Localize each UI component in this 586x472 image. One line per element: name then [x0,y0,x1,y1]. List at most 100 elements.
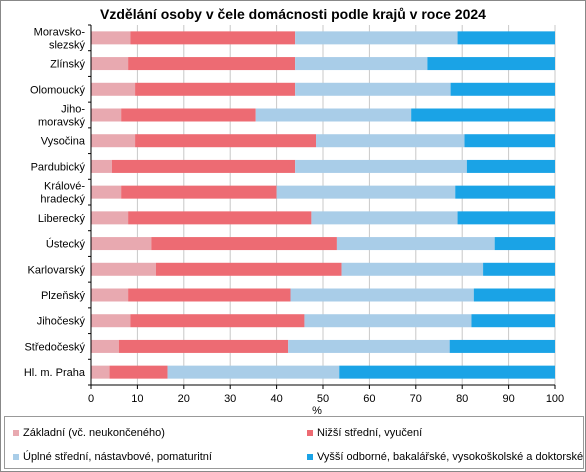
bar-segment [128,211,312,225]
bar-segment [155,262,342,276]
bar-segment [295,82,451,96]
category-label: Jiho-moravský [38,104,86,129]
bar-segment [128,57,296,71]
bar-segment [91,82,136,96]
bar-segment [91,211,129,225]
bar-segment [464,134,555,148]
bar-segment [457,211,555,225]
category-label: Olomoucký [30,84,86,96]
bar-segment [130,31,296,45]
bar-segment [450,82,555,96]
category-label: Jihočeský [37,316,86,328]
category-label: Plzeňský [41,290,86,302]
category-label-line: Středočeský [24,341,85,353]
bar-segment [483,262,555,276]
bar-segment [295,57,428,71]
bar-segment [91,108,122,122]
legend-label: Vyšší odborné, bakalářské, vysokoškolské… [317,451,584,463]
category-label: Pardubický [31,161,86,173]
category-label-line: moravský [38,117,86,129]
category-label-line: Moravsko- [34,26,86,38]
x-tick-label: 40 [270,393,282,405]
category-label: Moravsko-slezský [34,26,86,51]
legend-item: Nižší střední, vyučení [307,427,422,439]
bar-segment [167,365,340,379]
bar-segment [151,237,337,251]
bar-segment [91,262,156,276]
bar-segment [339,365,555,379]
category-label: Hl. m. Praha [24,367,86,379]
bar-segment [471,314,555,328]
legend-swatch [13,430,19,436]
category-label-line: hradecký [40,194,85,206]
chart-title: Vzdělání osoby v čele domácnosti podle k… [100,6,486,22]
bar-segment [255,108,412,122]
bar-segment [455,185,555,199]
category-label: Zlínský [50,59,85,71]
bar-segment [276,185,456,199]
category-label: Středočeský [24,341,85,353]
bar-segment [91,339,119,353]
category-label-line: Plzeňský [41,290,86,302]
x-axis-label: % [312,405,322,417]
bar-segment [128,288,291,302]
bar-segment [118,339,289,353]
category-label-line: Králové- [44,181,85,193]
bar-segment [91,288,129,302]
x-tick-label: 80 [456,393,468,405]
bar-segment [457,31,555,45]
bar-segment [91,185,122,199]
legend-swatch [307,454,313,460]
bar-segment [91,159,112,173]
bar-segment [288,339,450,353]
legend-label: Nižší střední, vyučení [317,427,423,439]
category-label-line: Hl. m. Praha [24,367,86,379]
bar-segment [135,134,317,148]
bar-segment [91,365,110,379]
x-tick-label: 20 [178,393,190,405]
bar-segment [449,339,555,353]
bar-segment [341,262,484,276]
category-label-line: Jiho- [61,104,85,116]
category-label: Králové-hradecký [40,181,85,206]
category-label: Vysočina [41,136,86,148]
legend: Základní (vč. neukončeného) Nižší středn… [4,416,584,469]
category-label-line: Olomoucký [30,84,86,96]
x-tick-label: 30 [224,393,236,405]
category-label-line: Pardubický [31,161,86,173]
legend-item: Základní (vč. neukončeného) [13,427,165,439]
bar-segment [91,31,131,45]
bar-segment [473,288,555,302]
bar-segment [466,159,555,173]
category-label-line: Vysočina [41,136,86,148]
legend-swatch [13,454,19,460]
bar-segment [411,108,555,122]
category-label-line: Zlínský [50,59,85,71]
bar-segment [295,31,458,45]
bar-segment [295,159,467,173]
category-label-line: Liberecký [38,213,86,225]
bar-segment [290,288,474,302]
bar-segment [121,108,256,122]
bar-segment [135,82,296,96]
category-label: Karlovarský [28,264,86,276]
x-tick-label: 60 [363,393,375,405]
category-label-line: Ústecký [46,238,86,251]
bar-segment [121,185,277,199]
category-label: Ústecký [46,238,86,251]
bar-segment [91,134,136,148]
x-tick-label: 70 [410,393,422,405]
x-tick-label: 50 [317,393,329,405]
x-tick-label: 0 [88,393,94,405]
bar-segment [91,314,131,328]
x-tick-label: 90 [502,393,514,405]
legend-item: Úplné střední, nástavbové, pomaturitní [13,451,212,463]
bar-segment [130,314,305,328]
bar-segment [304,314,472,328]
bar-segment [336,237,495,251]
category-label: Liberecký [38,213,86,225]
bar-segment [111,159,296,173]
bar-segment [91,237,152,251]
legend-label: Úplné střední, nástavbové, pomaturitní [23,451,212,463]
